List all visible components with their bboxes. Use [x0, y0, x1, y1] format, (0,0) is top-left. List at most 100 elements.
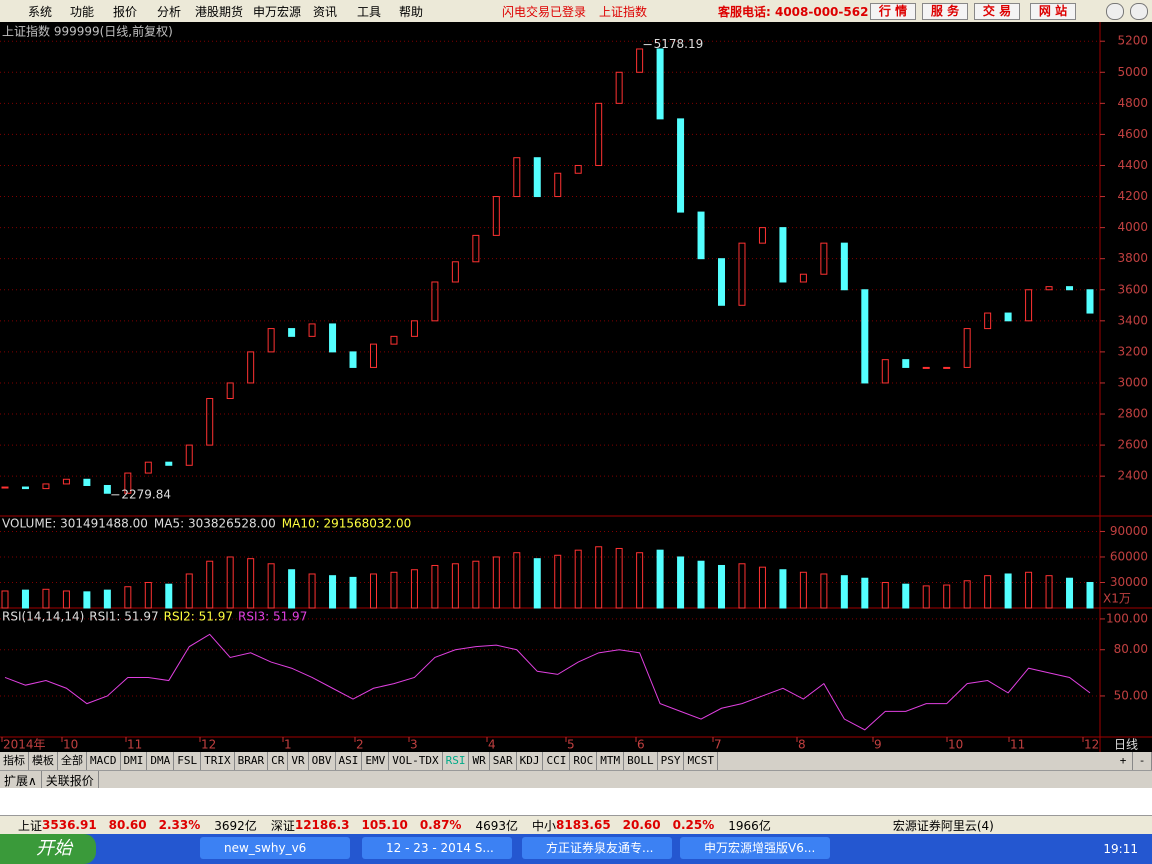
indicator-tab[interactable]: 全部: [58, 752, 87, 770]
unit-label: X1万: [1103, 592, 1131, 606]
volume-bar: [902, 583, 910, 609]
tab-control[interactable]: -: [1133, 752, 1152, 770]
indicator-tab[interactable]: DMA: [147, 752, 175, 770]
menu-item[interactable]: 申万宏源: [253, 5, 302, 19]
task-button[interactable]: 12 - 23 - 2014 S...: [362, 837, 512, 859]
indicator-tab[interactable]: 指标: [0, 752, 29, 770]
indicator-tab[interactable]: VOL-TDX: [389, 752, 443, 770]
task-button[interactable]: 方正证券泉友通专...: [522, 837, 672, 859]
menu-item[interactable]: 功能: [70, 5, 95, 19]
volume-bar: [615, 547, 623, 609]
volume-bar: [21, 589, 29, 609]
indicator-tab[interactable]: KDJ: [517, 752, 544, 770]
indicator-tab[interactable]: EMV: [362, 752, 390, 770]
x-tick-label: 10: [948, 738, 963, 752]
extreme-label: 5178.19: [654, 37, 704, 51]
index-pct: 2.33%: [158, 818, 201, 832]
indicator-tab[interactable]: BOLL: [624, 752, 658, 770]
sub-tab[interactable]: 关联报价: [42, 771, 99, 788]
candle: [697, 211, 705, 260]
menu-item[interactable]: 资讯: [313, 5, 338, 19]
candle: [943, 366, 951, 369]
candle: [21, 486, 29, 490]
candle: [779, 227, 787, 283]
indicator-tab[interactable]: ASI: [336, 752, 363, 770]
indicator-tab[interactable]: MTM: [597, 752, 625, 770]
indicator-tab[interactable]: MCST: [684, 752, 718, 770]
indicator-tab[interactable]: PSY: [658, 752, 685, 770]
indicator-tab[interactable]: MACD: [87, 752, 121, 770]
indicator-tab[interactable]: VR: [288, 752, 309, 770]
clock: 19:11: [1103, 842, 1138, 856]
indicator-tab[interactable]: WR: [469, 752, 490, 770]
volume-bar: [165, 583, 173, 609]
candle: [1, 486, 9, 489]
indicator-tab[interactable]: CR: [268, 752, 289, 770]
volume-bar: [267, 563, 275, 609]
volume-bar: [226, 556, 234, 609]
menu-button[interactable]: 交 易: [974, 3, 1020, 20]
volume-bar: [247, 558, 255, 609]
indicator-tab[interactable]: FSL: [174, 752, 202, 770]
indicator-tab[interactable]: SAR: [490, 752, 517, 770]
y-tick-label: 2400: [1117, 469, 1148, 483]
window-button[interactable]: [1106, 3, 1124, 20]
indicator-tab[interactable]: 模板: [29, 752, 58, 770]
volume-bar: [718, 564, 726, 609]
chart-background: [0, 22, 1152, 752]
indicator-tab[interactable]: BRAR: [235, 752, 269, 770]
menu-button[interactable]: 网 站: [1030, 3, 1076, 20]
y-tick-label: 4800: [1117, 96, 1148, 110]
task-button[interactable]: new_swhy_v6: [200, 837, 350, 859]
candle: [656, 48, 664, 120]
x-tick-label: 5: [567, 738, 575, 752]
volume-bar: [1066, 577, 1074, 609]
menu-item[interactable]: 分析: [157, 5, 182, 19]
menu-item[interactable]: 港股期货: [195, 5, 244, 19]
candle: [677, 118, 685, 213]
volume-bar: [554, 554, 562, 609]
sub-tab[interactable]: 扩展∧: [0, 771, 42, 788]
menu-item[interactable]: 帮助: [399, 5, 424, 19]
volume-bar: [738, 563, 746, 609]
indicator-header: RSI3: 51.97: [238, 610, 307, 624]
candle: [124, 472, 132, 494]
index-name: 上证: [18, 818, 43, 833]
y-tick-label: 50.00: [1114, 688, 1148, 702]
spacer: [718, 752, 1114, 770]
volume-bar: [758, 566, 766, 609]
menu-item[interactable]: 工具: [357, 5, 382, 19]
x-tick-label: 1: [284, 738, 292, 752]
volume-bar: [513, 552, 521, 609]
indicator-tab[interactable]: ROC: [570, 752, 598, 770]
menu-item[interactable]: 系统: [28, 5, 53, 19]
window-button[interactable]: [1130, 3, 1148, 20]
volume-bar: [410, 569, 418, 609]
index-change: 20.60: [622, 818, 661, 832]
menu-item[interactable]: 报价: [113, 5, 138, 19]
y-tick-label: 3600: [1117, 282, 1148, 296]
volume-bar: [922, 585, 930, 609]
tab-control[interactable]: +: [1114, 752, 1133, 770]
start-button[interactable]: 开始: [0, 834, 96, 864]
task-button[interactable]: 申万宏源增强版V6...: [680, 837, 830, 859]
candle: [472, 234, 480, 263]
volume-bar: [185, 573, 193, 609]
indicator-tab[interactable]: DMI: [121, 752, 148, 770]
candle: [492, 196, 500, 236]
indicator-tab[interactable]: RSI: [443, 752, 470, 770]
indicator-tab[interactable]: OBV: [309, 752, 336, 770]
y-tick-label: 60000: [1110, 549, 1148, 563]
y-tick-label: 5000: [1117, 65, 1148, 79]
menu-button[interactable]: 行 情: [870, 3, 916, 20]
candle: [185, 444, 193, 466]
menu-button[interactable]: 服 务: [922, 3, 968, 20]
indicator-tab[interactable]: CCI: [543, 752, 571, 770]
volume-bar: [144, 581, 152, 609]
candle: [62, 478, 70, 485]
broker: 宏源证券阿里云(4): [892, 818, 994, 833]
candle: [861, 289, 869, 384]
volume-bar: [369, 573, 377, 609]
indicator-tab[interactable]: TRIX: [201, 752, 235, 770]
y-tick-label: 100.00: [1106, 611, 1148, 625]
